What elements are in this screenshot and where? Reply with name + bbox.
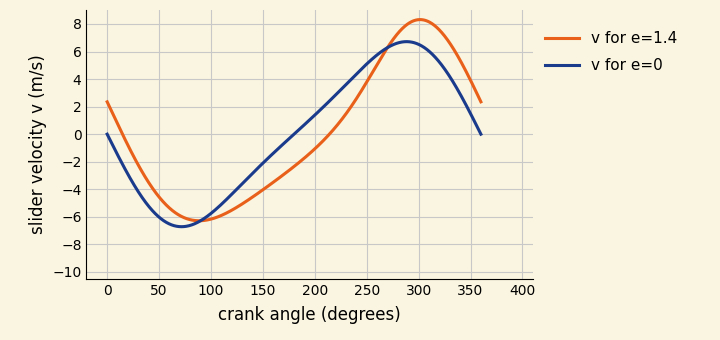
- v for e=0: [329, 95, 338, 99]
- v for e=0: [402, 39, 411, 44]
- v for e=0: [177, 225, 186, 229]
- v for e=1.4: [441, 35, 450, 39]
- Line: v for e=1.4: v for e=1.4: [107, 20, 481, 221]
- v for e=0: [336, 89, 344, 93]
- v for e=1.4: [477, 100, 485, 104]
- v for e=0: [477, 132, 485, 136]
- v for e=1.4: [329, 128, 338, 132]
- v for e=1.4: [183, 217, 192, 221]
- v for e=0: [477, 132, 485, 136]
- v for e=1.4: [415, 18, 424, 22]
- v for e=0: [183, 224, 192, 228]
- X-axis label: crank angle (degrees): crank angle (degrees): [218, 306, 401, 324]
- v for e=1.4: [207, 217, 216, 221]
- Line: v for e=0: v for e=0: [107, 41, 481, 227]
- v for e=0: [103, 132, 112, 136]
- v for e=1.4: [103, 100, 112, 104]
- v for e=0: [441, 68, 450, 72]
- v for e=0: [207, 211, 216, 215]
- v for e=1.4: [336, 120, 344, 124]
- Legend: v for e=1.4, v for e=0: v for e=1.4, v for e=0: [545, 31, 677, 73]
- v for e=1.4: [477, 100, 485, 104]
- v for e=1.4: [195, 219, 204, 223]
- Y-axis label: slider velocity v (m/s): slider velocity v (m/s): [29, 55, 47, 234]
